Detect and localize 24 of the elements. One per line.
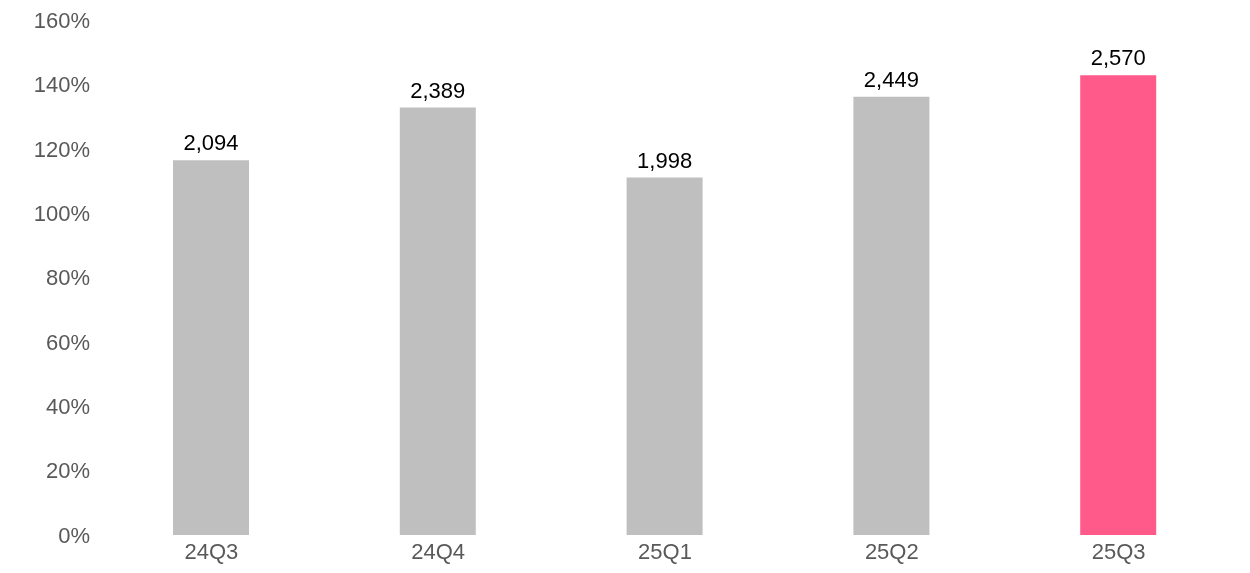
data-label: 2,094 <box>183 130 239 156</box>
y-tick-label: 60% <box>45 329 90 355</box>
data-label: 1,998 <box>637 147 693 173</box>
y-tick-label: 20% <box>45 458 90 484</box>
data-label: 2,570 <box>1090 45 1146 71</box>
bar <box>173 160 249 535</box>
bar <box>626 177 703 535</box>
bar <box>399 107 476 535</box>
y-tick-label: 140% <box>33 72 90 98</box>
bar <box>1080 75 1157 535</box>
y-tick-label: 40% <box>45 394 90 420</box>
x-tick-label: 25Q2 <box>864 538 919 564</box>
x-tick-label: 25Q3 <box>1091 538 1146 564</box>
y-tick-label: 100% <box>33 200 90 226</box>
y-tick-label: 80% <box>45 265 90 291</box>
y-tick-label: 120% <box>33 136 90 162</box>
data-label: 2,449 <box>863 66 919 92</box>
x-tick-label: 25Q1 <box>638 538 692 564</box>
x-tick-label: 24Q3 <box>184 538 239 564</box>
data-label: 2,389 <box>410 77 466 103</box>
y-tick-label: 0% <box>58 522 90 548</box>
y-tick-label: 160% <box>33 7 90 33</box>
bar <box>853 96 930 535</box>
x-tick-label: 24Q4 <box>411 538 466 564</box>
